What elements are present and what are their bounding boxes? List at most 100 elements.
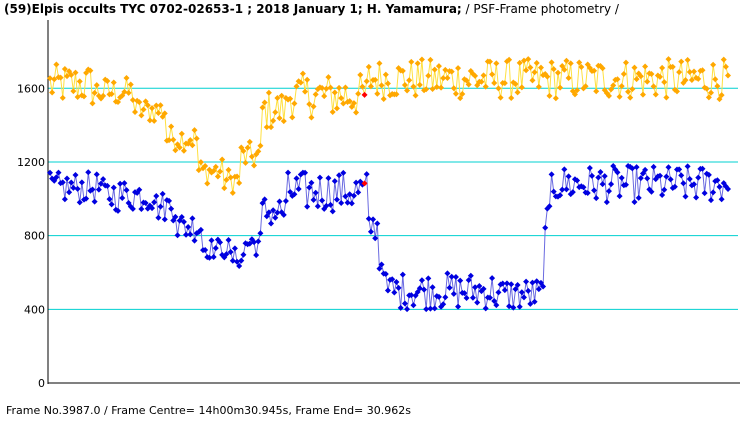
data-point	[472, 72, 479, 79]
data-point	[146, 117, 153, 124]
data-point	[350, 192, 357, 199]
data-point	[695, 75, 702, 82]
data-point	[229, 257, 236, 264]
data-point	[399, 271, 406, 278]
series-occulted	[47, 162, 731, 313]
data-point	[533, 60, 540, 67]
data-point	[231, 245, 238, 252]
data-point	[401, 81, 408, 88]
data-point	[514, 89, 521, 96]
data-point	[244, 144, 251, 151]
data-point	[531, 298, 538, 305]
data-point	[289, 114, 296, 121]
data-point	[329, 108, 336, 115]
data-point	[227, 249, 234, 256]
data-point	[261, 196, 268, 203]
data-point	[367, 83, 374, 90]
data-point	[100, 176, 107, 183]
data-point	[106, 196, 113, 203]
data-point	[187, 137, 194, 144]
data-point	[584, 190, 591, 197]
data-point	[467, 272, 474, 279]
data-point	[155, 109, 162, 116]
data-point	[370, 216, 377, 223]
chart-title-event: (59)Elpis occults TYC 0702-02653-1 ; 201…	[4, 2, 462, 16]
data-point	[557, 84, 564, 91]
data-point	[331, 89, 338, 96]
data-point	[108, 91, 115, 98]
data-point	[321, 93, 328, 100]
data-point	[497, 94, 504, 101]
data-point	[491, 80, 498, 87]
data-point	[138, 112, 145, 119]
data-point	[374, 220, 381, 227]
data-point	[574, 177, 581, 184]
data-point	[136, 99, 143, 106]
data-point	[465, 277, 472, 284]
data-point	[423, 86, 430, 93]
data-point	[325, 175, 332, 182]
data-point	[469, 294, 476, 301]
data-point	[644, 78, 651, 85]
data-point	[53, 174, 60, 181]
data-point	[391, 289, 398, 296]
data-point	[367, 228, 374, 235]
data-point	[336, 172, 343, 179]
data-point	[489, 71, 496, 78]
data-point	[537, 64, 544, 71]
data-point	[293, 83, 300, 90]
data-point	[227, 174, 234, 181]
data-point	[47, 75, 53, 82]
data-point	[493, 302, 500, 309]
data-point	[255, 148, 262, 155]
data-point	[223, 176, 230, 183]
data-point	[178, 130, 185, 137]
chart-title-method: / PSF-Frame photometry /	[461, 2, 619, 16]
data-point	[444, 75, 451, 82]
data-point	[531, 69, 538, 76]
data-point	[631, 199, 638, 206]
data-point	[427, 305, 434, 312]
data-point	[316, 174, 323, 181]
data-point	[151, 199, 158, 206]
data-point	[255, 238, 262, 245]
data-point	[206, 254, 213, 261]
data-point	[297, 79, 304, 86]
data-point	[229, 189, 236, 196]
data-point	[355, 189, 362, 196]
data-point	[616, 193, 623, 200]
data-point	[342, 193, 349, 200]
data-point	[725, 186, 731, 193]
data-point	[450, 290, 457, 297]
data-point	[633, 76, 640, 83]
data-point	[431, 305, 438, 312]
data-point	[591, 187, 598, 194]
data-point	[722, 63, 729, 70]
data-point	[546, 203, 553, 210]
data-point	[637, 73, 644, 80]
data-point	[608, 181, 615, 188]
data-point	[68, 71, 75, 78]
data-point	[333, 105, 340, 112]
data-point	[614, 76, 621, 83]
data-point	[282, 198, 289, 205]
data-point	[478, 78, 485, 85]
data-point	[486, 294, 493, 301]
data-point	[525, 56, 532, 63]
data-point	[110, 184, 117, 191]
data-point	[363, 171, 370, 178]
data-point	[578, 63, 585, 70]
data-point	[554, 69, 561, 76]
data-point	[423, 306, 430, 313]
data-point	[516, 303, 523, 310]
data-point	[676, 166, 683, 173]
data-point	[121, 180, 128, 187]
data-point	[246, 138, 253, 145]
data-point	[625, 88, 632, 95]
data-point	[210, 167, 217, 174]
data-point	[559, 186, 566, 193]
data-point	[68, 179, 75, 186]
data-point	[656, 73, 663, 80]
data-point	[55, 169, 62, 176]
current-frame-marker	[361, 91, 368, 98]
